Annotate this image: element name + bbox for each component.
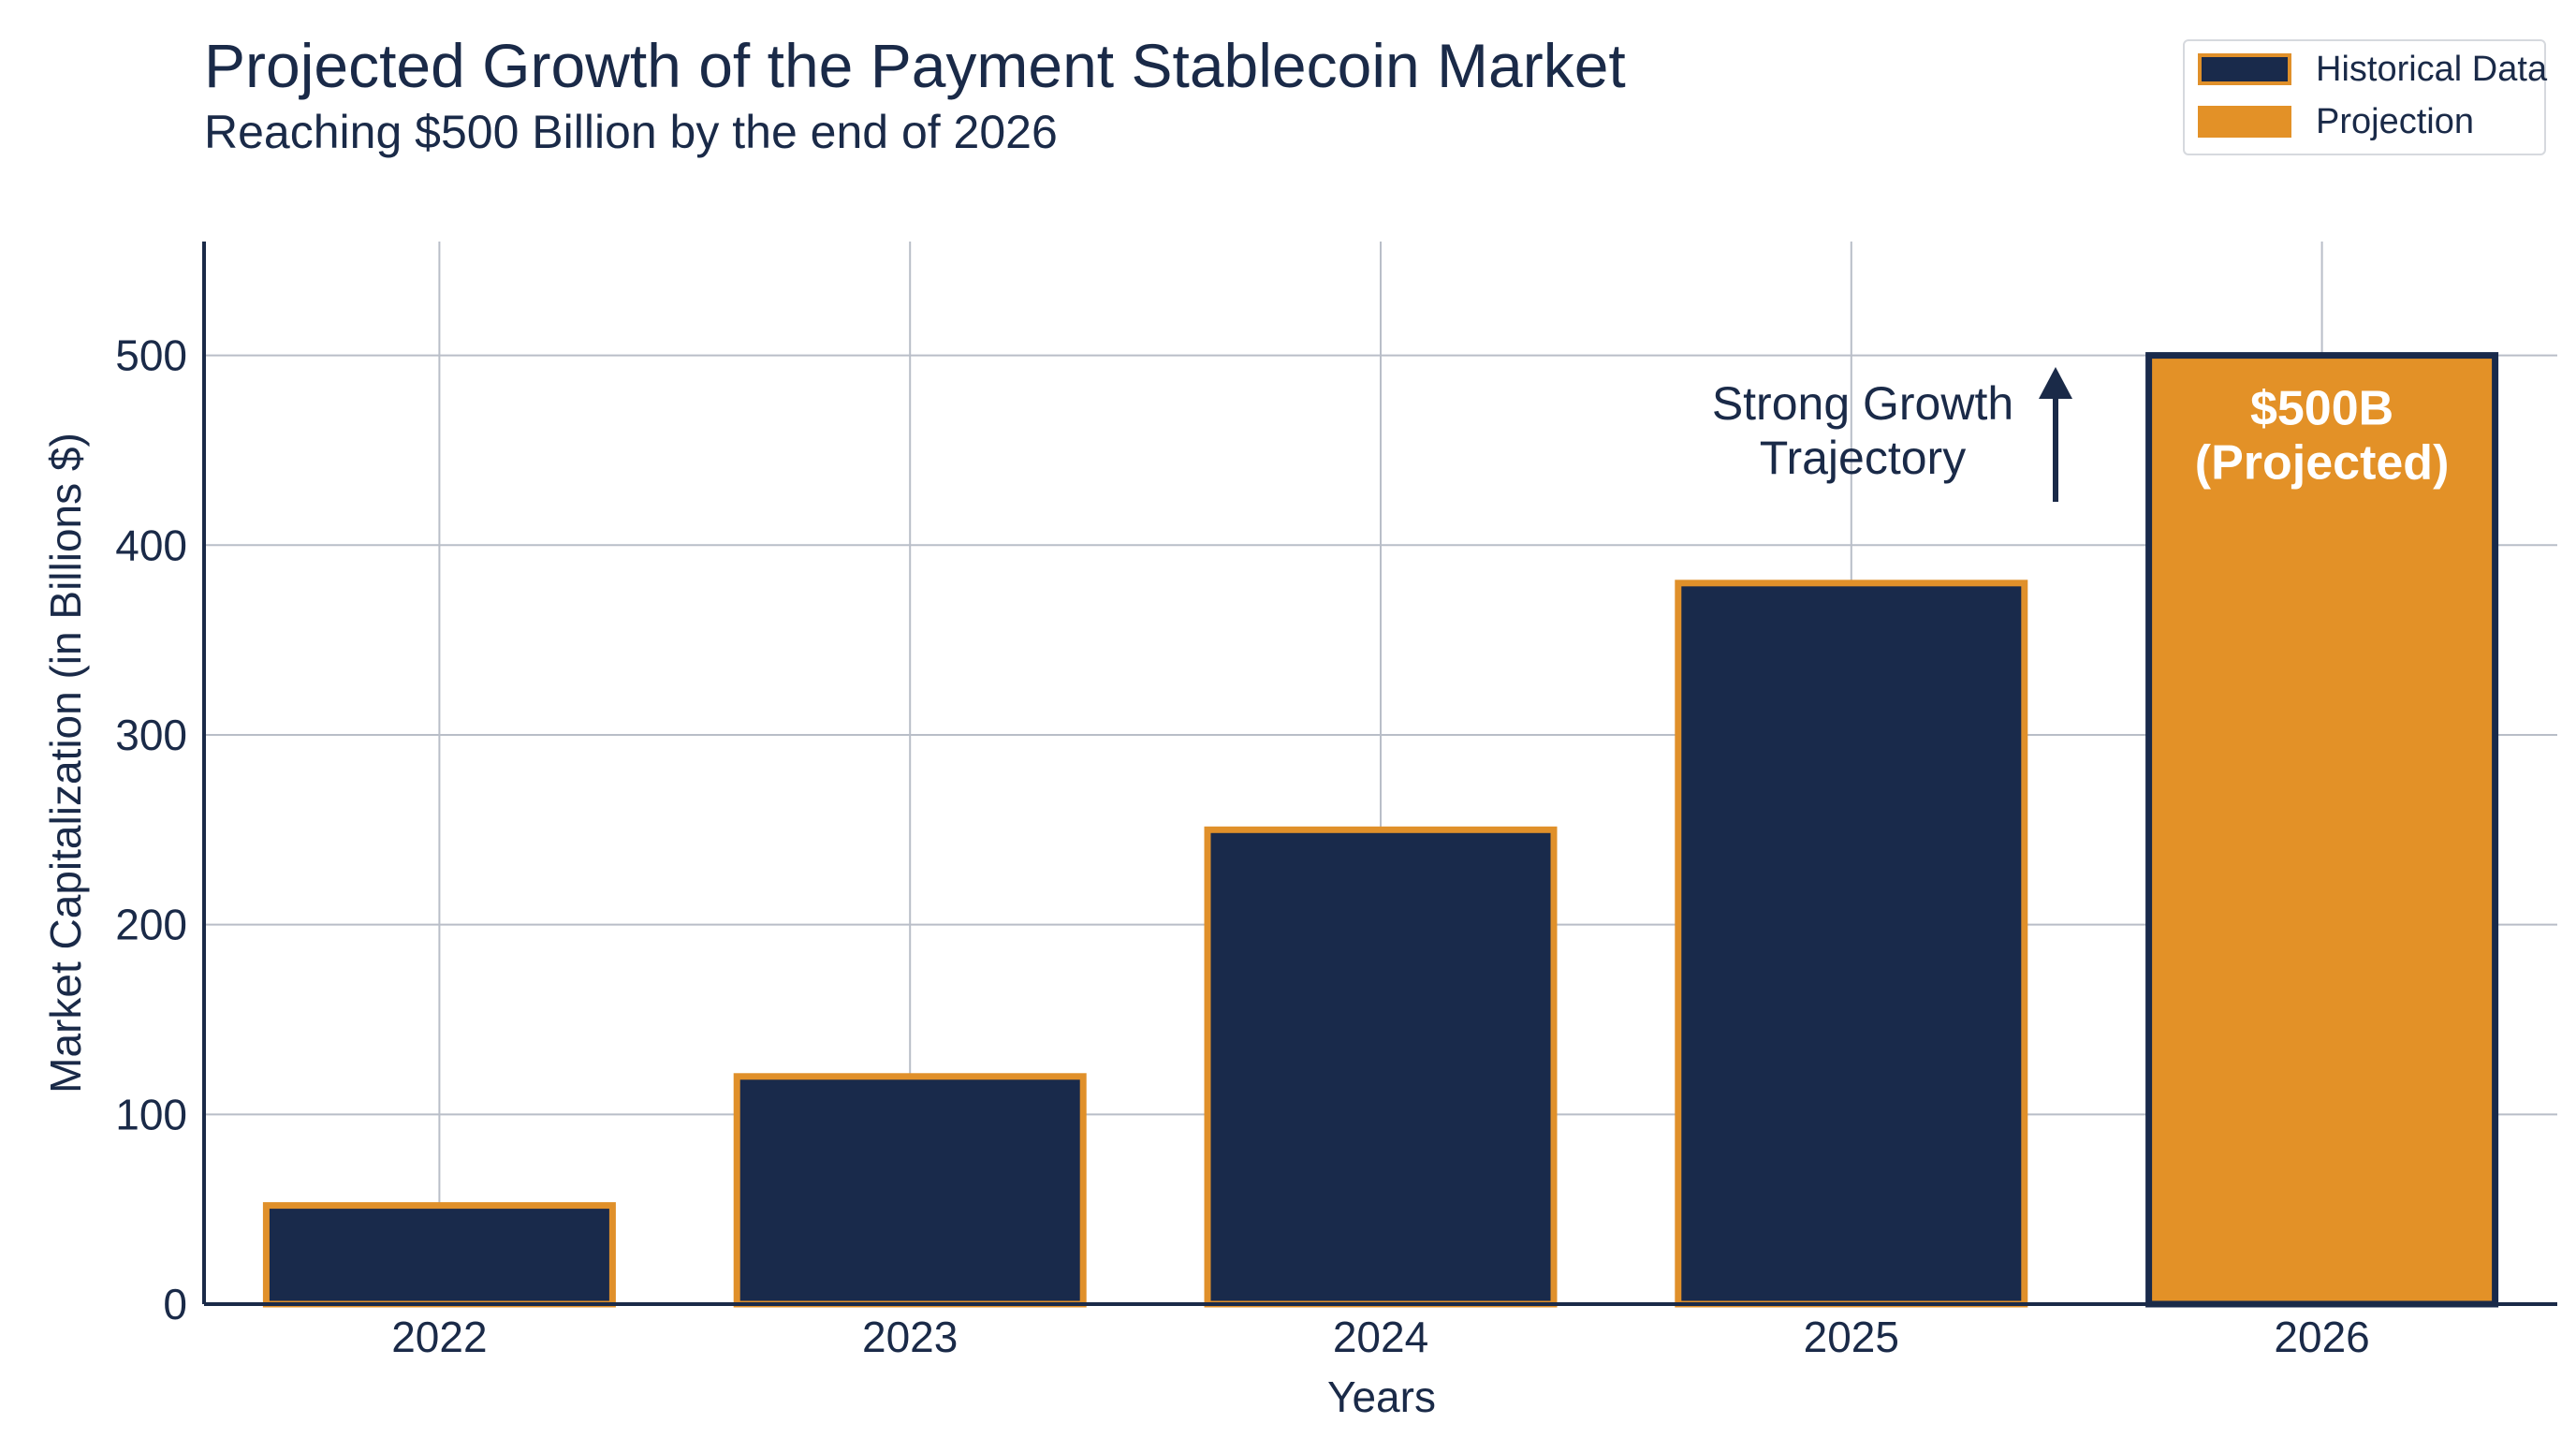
- up-arrow-icon: [2039, 367, 2072, 399]
- bars: [262, 352, 2499, 1308]
- bar-2022: [262, 1202, 616, 1308]
- x-tick-label-2023: 2023: [862, 1313, 958, 1361]
- x-tick-labels: 2022 2023 2024 2025 2026: [391, 1313, 2370, 1361]
- y-axis-label: Market Capitalization (in Billions $): [41, 433, 90, 1093]
- bar-2026: [2145, 352, 2499, 1308]
- x-tick-label-2026: 2026: [2274, 1313, 2369, 1361]
- axes: [202, 242, 2557, 1306]
- bar-2025: [1675, 580, 2028, 1308]
- y-tick-label-200: 200: [115, 901, 187, 949]
- x-tick-label-2025: 2025: [1804, 1313, 1899, 1361]
- annotation-line-1: Strong Growth: [1712, 377, 2013, 430]
- legend-label-projection: Projection: [2316, 101, 2474, 141]
- legend: Historical Data Projection: [2183, 39, 2548, 155]
- x-tick-label-2024: 2024: [1333, 1313, 1428, 1361]
- bar-2024: [1204, 826, 1558, 1308]
- y-tick-label-0: 0: [163, 1280, 187, 1328]
- x-tick-label-2022: 2022: [391, 1313, 487, 1361]
- legend-item-projection: Projection: [2198, 101, 2474, 141]
- legend-swatch-projection: [2198, 106, 2291, 138]
- y-tick-labels: 0 100 200 300 400 500: [115, 331, 187, 1328]
- y-tick-label-300: 300: [115, 711, 187, 759]
- x-axis-label: Years: [1327, 1372, 1436, 1421]
- y-tick-label-500: 500: [115, 331, 187, 380]
- bar-2023: [733, 1073, 1087, 1308]
- bar-label-note: (Projected): [2195, 436, 2450, 491]
- legend-item-historical: Historical Data: [2198, 49, 2548, 89]
- bar-label-value: $500B: [2250, 382, 2393, 436]
- y-tick-label-400: 400: [115, 521, 187, 569]
- chart-subtitle: Reaching $500 Billion by the end of 2026: [204, 106, 1058, 158]
- legend-swatch-historical: [2198, 53, 2291, 85]
- annotation-line-2: Trajectory: [1760, 432, 1966, 484]
- growth-annotation: Strong Growth Trajectory: [1712, 367, 2072, 502]
- chart-title: Projected Growth of the Payment Stableco…: [204, 31, 1626, 100]
- bar-value-label: $500B (Projected): [2195, 382, 2450, 491]
- y-tick-label-100: 100: [115, 1090, 187, 1138]
- legend-label-historical: Historical Data: [2316, 49, 2548, 89]
